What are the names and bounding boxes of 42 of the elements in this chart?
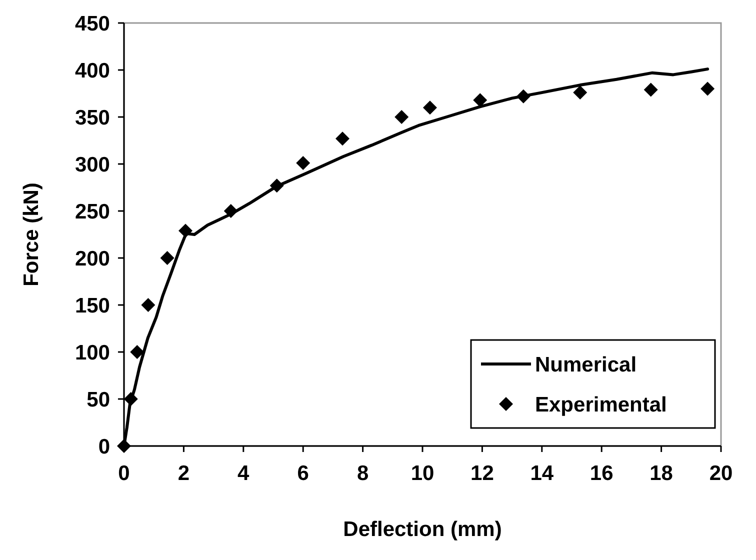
x-axis-title: Deflection (mm) — [343, 518, 502, 541]
x-tick-label: 6 — [297, 462, 309, 485]
point — [270, 178, 284, 193]
point — [700, 82, 715, 96]
y-tick-label: 300 — [74, 153, 110, 176]
y-axis-title: Force (kN) — [20, 182, 43, 286]
x-tick-label: 18 — [650, 462, 674, 485]
y-tick-label: 350 — [74, 106, 110, 130]
point — [224, 204, 238, 218]
y-tick-label: 450 — [74, 12, 110, 36]
point — [124, 392, 138, 406]
point — [394, 110, 409, 124]
point — [473, 93, 488, 108]
y-tick-label: 400 — [74, 59, 110, 82]
y-tick-label: 150 — [74, 294, 110, 318]
y-tick-label: 200 — [74, 247, 110, 270]
x-tick-label: 14 — [530, 462, 554, 485]
point — [644, 82, 658, 97]
x-tick-label: 2 — [178, 462, 190, 485]
legend-label: Numerical — [535, 353, 637, 376]
y-tick-label: 0 — [98, 435, 110, 458]
x-tick-label: 20 — [709, 462, 733, 485]
x-tick-label: 4 — [238, 462, 250, 485]
point — [516, 89, 530, 104]
legend-label: Experimental — [535, 393, 667, 416]
point — [336, 132, 350, 146]
x-tick-label: 10 — [410, 462, 434, 485]
point — [130, 345, 144, 359]
x-tick-label: 12 — [470, 462, 494, 485]
x-tick-label: 8 — [356, 462, 369, 485]
point — [141, 298, 156, 312]
point — [160, 251, 174, 265]
x-tick-label: 16 — [590, 462, 614, 485]
point — [296, 156, 310, 170]
point — [178, 224, 192, 238]
x-tick-label: 0 — [118, 462, 130, 485]
point — [573, 86, 588, 100]
y-tick-label: 250 — [74, 200, 110, 224]
y-tick-label: 100 — [74, 341, 110, 364]
y-tick-label: 50 — [86, 388, 110, 412]
point — [117, 439, 131, 453]
point — [422, 100, 437, 115]
